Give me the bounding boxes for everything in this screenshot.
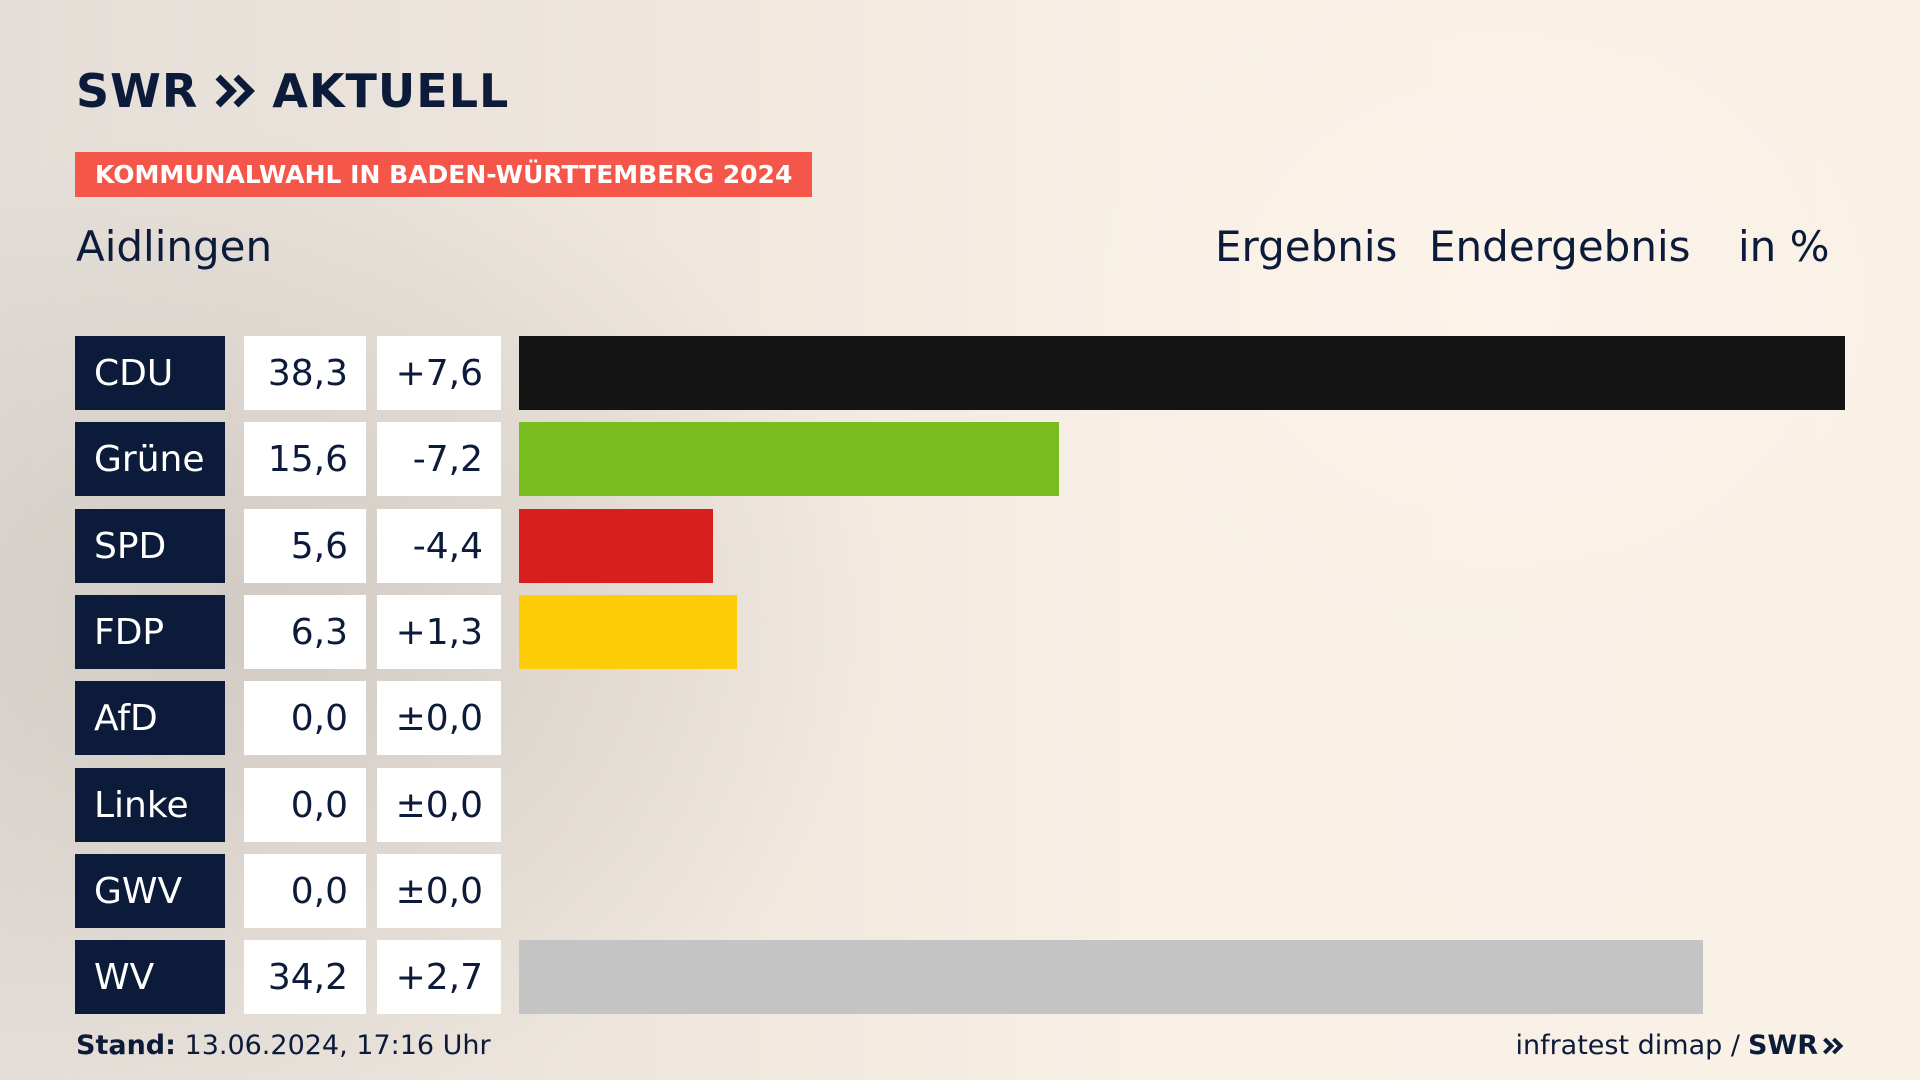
footer-source: infratest dimap / SWR [1515,1030,1844,1061]
stand-label: Stand: [76,1030,176,1061]
result-bar [519,509,713,583]
party-label: SPD [75,509,225,583]
party-value: 0,0 [244,768,366,842]
party-diff: +2,7 [377,940,501,1014]
party-diff: +1,3 [377,595,501,669]
footer-double-chevron-icon [1823,1037,1844,1054]
footer-stand: Stand: 13.06.2024, 17:16 Uhr [76,1030,491,1061]
party-label: Grüne [75,422,225,496]
party-label: FDP [75,595,225,669]
header-unit: in % [1738,222,1830,271]
party-value: 5,6 [244,509,366,583]
party-value: 38,3 [244,336,366,410]
result-bar [519,595,737,669]
place-title: Aidlingen [76,222,273,271]
party-value: 6,3 [244,595,366,669]
party-label: Linke [75,768,225,842]
logo-swr-text: SWR [76,64,199,118]
party-value: 0,0 [244,854,366,928]
election-kicker: KOMMUNALWAHL IN BADEN-WÜRTTEMBERG 2024 [75,152,813,197]
result-bar [519,940,1703,1014]
header-result: Ergebnis [1215,222,1398,271]
party-diff: -4,4 [377,509,501,583]
footer-swr-logo: SWR [1748,1030,1844,1061]
stand-value: 13.06.2024, 17:16 Uhr [184,1030,491,1061]
party-diff: -7,2 [377,422,501,496]
header-status: Endergebnis [1429,222,1691,271]
party-diff: ±0,0 [377,768,501,842]
party-label: AfD [75,681,225,755]
party-diff: ±0,0 [377,854,501,928]
party-diff: ±0,0 [377,681,501,755]
party-value: 0,0 [244,681,366,755]
swr-aktuell-logo: SWR AKTUELL [76,64,510,118]
source-text: infratest dimap / [1515,1030,1740,1061]
footer-logo-text: SWR [1747,1030,1818,1061]
party-label: WV [75,940,225,1014]
party-label: CDU [75,336,225,410]
double-chevron-icon [215,74,256,108]
party-diff: +7,6 [377,336,501,410]
logo-aktuell-text: AKTUELL [272,64,510,118]
party-value: 34,2 [244,940,366,1014]
result-bar [519,422,1059,496]
party-value: 15,6 [244,422,366,496]
result-bar [519,336,1845,410]
party-label: GWV [75,854,225,928]
